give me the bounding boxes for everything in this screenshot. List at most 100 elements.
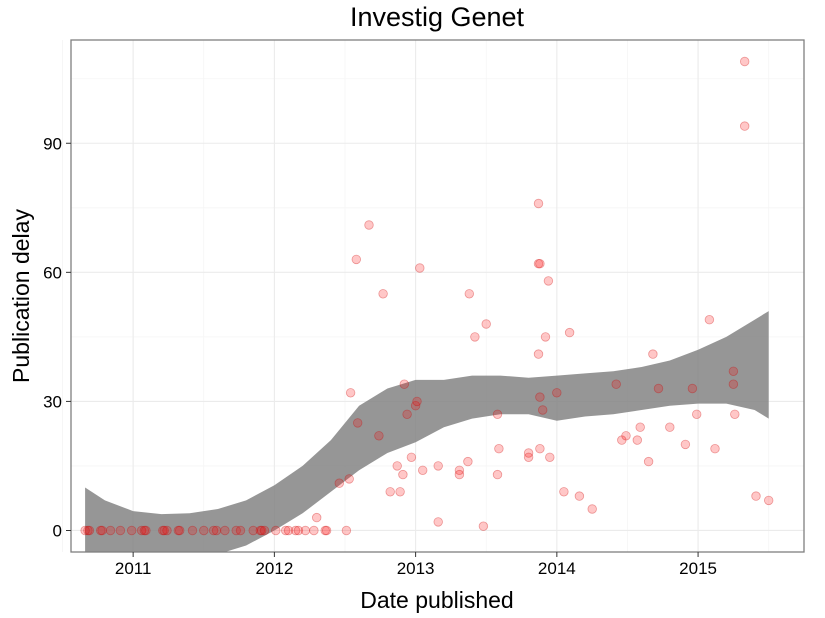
data-point [395,487,405,497]
data-point [402,409,412,420]
data-point [290,525,301,536]
plot-panel [71,40,804,552]
data-point [341,525,352,536]
data-point [621,431,631,441]
data-point [587,504,597,514]
data-point [321,525,332,536]
data-point [643,456,654,467]
data-point [385,487,395,497]
data-point [478,521,489,531]
data-point [533,259,544,269]
data-point [494,444,504,454]
confidence-band [85,311,769,552]
data-point [730,409,740,420]
y-axis: 0 30 60 90 [43,134,71,540]
data-point [208,525,219,536]
data-point [728,379,739,389]
data-point [300,525,311,536]
data-point [632,435,643,445]
data-point [281,525,291,536]
data-point [364,220,374,230]
data-point [533,349,544,359]
data-point [141,525,151,536]
y-tick-label: 0 [53,521,62,540]
data-point [665,422,675,432]
data-point [463,456,473,467]
data-point [235,525,246,536]
data-point [635,422,645,432]
x-tick-label: 2013 [397,559,435,578]
data-point [653,383,664,394]
data-point [320,525,330,536]
data-point [139,525,150,536]
x-tick-label: 2015 [679,559,717,578]
data-point [115,525,126,536]
data-point [353,418,363,428]
data-point [187,525,198,536]
chart-title: Investig Genet [350,2,525,32]
data-point [617,435,627,445]
data-point [564,327,575,338]
y-tick-label: 60 [43,263,62,282]
data-point [692,409,702,420]
data-point [710,444,720,454]
data-point [418,465,428,476]
data-point [220,525,230,536]
data-point [259,525,270,536]
data-point [540,332,551,342]
data-point [481,319,491,329]
data-point [136,525,147,536]
data-point [231,525,241,536]
x-tick-label: 2014 [538,559,576,578]
data-point [728,366,739,377]
data-point [533,198,544,209]
data-point [574,491,585,501]
data-point [680,439,691,450]
data-point [492,469,503,480]
data-point [173,525,184,536]
data-point [211,525,222,536]
data-point [611,379,621,389]
data-point [84,525,95,536]
data-point [535,392,545,402]
data-point [257,525,267,536]
data-point [83,525,93,536]
data-point [162,525,172,536]
data-point [406,452,417,463]
data-point [543,276,554,286]
data-point [309,525,319,536]
data-point [97,525,107,536]
data-point [648,349,658,359]
data-point [433,517,443,527]
data-point [199,525,209,536]
data-point [535,259,545,269]
data-point [126,525,137,536]
data-point [345,388,356,398]
x-tick-label: 2011 [115,559,152,578]
data-point [740,56,750,67]
data-point [392,461,402,471]
data-point [538,405,548,415]
data-point [174,525,185,536]
data-point [351,254,362,265]
data-point [159,525,169,536]
data-point [464,289,475,299]
data-point [687,383,698,394]
data-point [764,495,774,506]
data-point [559,487,569,497]
y-axis-title: Publication delay [8,209,34,383]
data-point [751,491,761,501]
data-point [535,444,545,454]
data-point [545,452,555,463]
data-point [271,525,281,536]
data-point [399,379,410,389]
scatter-points [80,56,774,536]
data-point [95,525,106,536]
x-tick-label: 2012 [255,559,293,578]
data-point [523,448,534,458]
data-point [374,431,384,441]
data-point [492,409,503,420]
data-point [523,452,534,463]
y-tick-label: 90 [43,134,62,153]
